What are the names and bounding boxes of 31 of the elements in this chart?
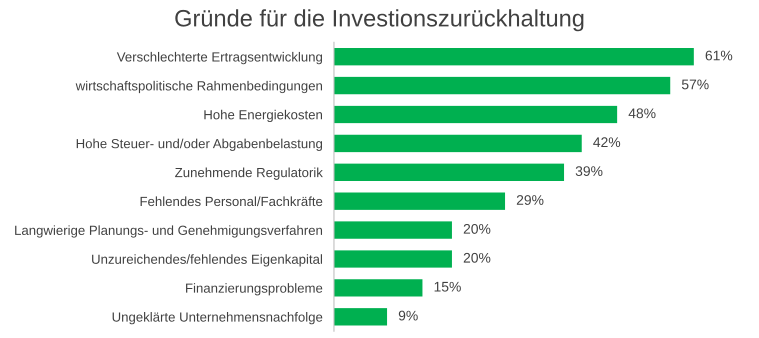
bar <box>334 221 452 239</box>
data-label: 39% <box>576 166 602 176</box>
y-tick-label: Hohe Steuer- und/oder Abgabenbelastung <box>76 138 322 151</box>
y-tick-label: Langwierige Planungs- und Genehmigungsverfahren <box>15 225 322 238</box>
bar <box>334 106 618 124</box>
bar <box>334 76 670 94</box>
data-label: 61% <box>706 50 732 60</box>
data-label: 20% <box>464 252 490 263</box>
y-tick-label: Verschlechterte Ertragsentwicklung <box>116 52 322 64</box>
bar <box>334 164 564 181</box>
y-tick-label: Hohe Energiekosten <box>204 110 322 122</box>
data-label: 20% <box>464 224 490 234</box>
bar <box>334 192 506 210</box>
data-label: 15% <box>434 282 461 292</box>
y-tick-label: wirtschaftspolitische Rahmenbedingungen <box>76 80 322 94</box>
y-tick-label: Ungeklärte Unternehmensnachfolge <box>112 312 322 324</box>
bar <box>334 308 388 326</box>
y-tick-label: Fehlendes Personal/Fachkräfte <box>140 196 322 206</box>
bar <box>334 250 452 268</box>
bar <box>334 48 694 66</box>
data-label: 42% <box>593 137 620 148</box>
bar <box>334 134 582 152</box>
data-label: 57% <box>682 80 709 90</box>
chart-title: Gründe für die Investionszurückhaltung <box>175 9 584 32</box>
data-label: 48% <box>628 108 656 118</box>
data-label: 9% <box>398 310 418 321</box>
bar <box>334 279 422 297</box>
data-label: 29% <box>516 195 544 205</box>
y-tick-label: Zunehmende Regulatorik <box>175 168 323 180</box>
y-tick-label: Finanzierungsprobleme <box>186 283 322 296</box>
y-tick-label: Unzureichendes/fehlendes Eigenkapital <box>92 254 322 267</box>
